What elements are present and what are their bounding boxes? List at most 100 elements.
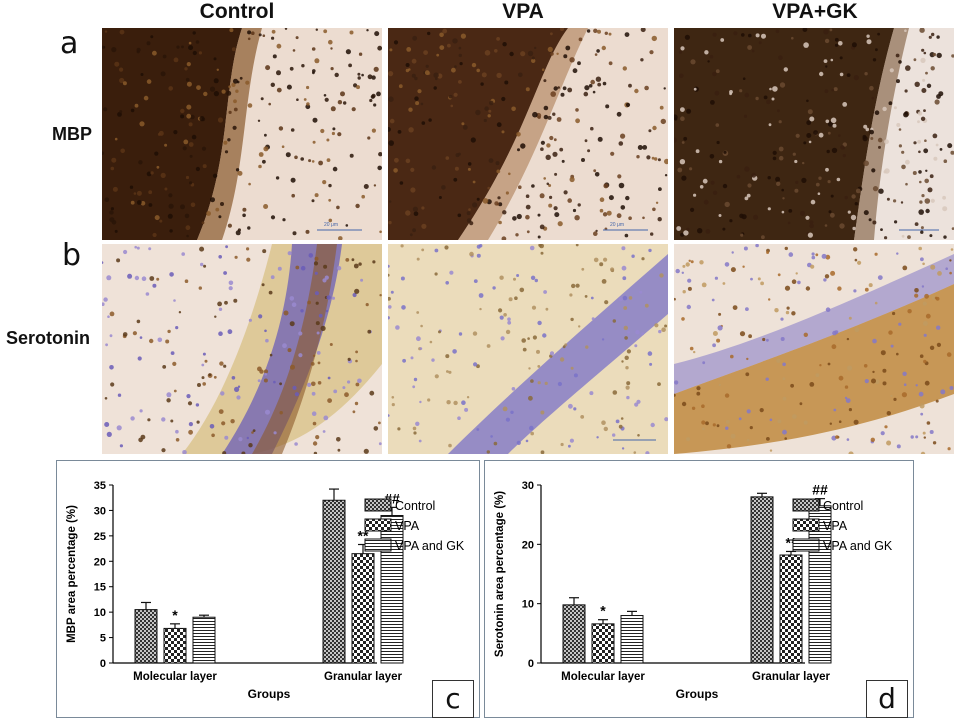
cell-dot: [784, 285, 791, 291]
cell-dot: [398, 84, 403, 89]
cell-dot: [502, 210, 507, 215]
cell-dot: [886, 197, 890, 201]
cell-dot: [217, 117, 224, 123]
cell-dot: [563, 190, 568, 195]
cell-dot: [480, 82, 484, 86]
cell-dot: [883, 170, 887, 174]
cell-dot: [893, 199, 897, 203]
cell-dot: [210, 197, 215, 203]
cell-dot: [213, 91, 219, 97]
cell-dot: [921, 285, 925, 288]
cell-dot: [825, 119, 830, 124]
cell-dot: [777, 273, 781, 277]
cell-dot: [457, 213, 462, 218]
cell-dot: [622, 295, 628, 301]
cell-dot: [716, 424, 720, 428]
cell-dot: [848, 316, 852, 320]
cell-dot: [709, 154, 715, 159]
cell-dot: [767, 207, 771, 211]
cell-dot: [934, 296, 938, 300]
cell-dot: [878, 188, 884, 194]
cell-dot: [138, 437, 143, 443]
cell-dot: [218, 409, 224, 414]
cell-dot: [795, 272, 798, 275]
cell-dot: [750, 277, 753, 281]
cell-dot: [305, 104, 311, 110]
cell-dot: [888, 101, 893, 106]
cell-dot: [592, 90, 596, 94]
cell-dot: [557, 221, 563, 227]
cell-dot: [314, 256, 319, 261]
cell-dot: [388, 316, 390, 320]
cell-dot: [332, 166, 338, 172]
cell-dot: [560, 92, 565, 97]
cell-dot: [258, 164, 262, 169]
cell-dot: [315, 435, 320, 440]
cell-dot: [236, 395, 241, 400]
cell-dot: [284, 28, 288, 30]
cell-dot: [305, 229, 310, 234]
cell-dot: [686, 304, 691, 310]
cell-dot: [926, 83, 932, 88]
cell-dot: [641, 332, 645, 336]
cell-dot: [295, 36, 299, 40]
cell-dot: [699, 185, 704, 189]
cell-dot: [314, 271, 318, 275]
cell-dot: [448, 370, 452, 374]
cell-dot: [476, 364, 480, 369]
cell-dot: [337, 448, 341, 452]
cell-dot: [136, 246, 140, 250]
cell-dot: [117, 393, 122, 397]
cell-dot: [927, 187, 933, 193]
cell-dot: [130, 416, 135, 421]
cell-dot: [593, 169, 597, 173]
cell-dot: [778, 55, 783, 60]
cell-dot: [173, 130, 178, 135]
cell-dot: [327, 376, 331, 380]
cell-dot: [270, 82, 275, 87]
cell-dot: [295, 265, 300, 270]
cell-dot: [328, 39, 333, 45]
cell-dot: [537, 213, 541, 217]
cell-dot: [591, 317, 595, 321]
cell-dot: [794, 159, 798, 164]
cell-dot: [223, 364, 227, 368]
cell-dot: [886, 411, 891, 416]
cell-dot: [428, 118, 432, 122]
cell-dot: [545, 307, 549, 311]
cell-dot: [620, 417, 624, 420]
cell-dot: [110, 382, 115, 387]
cell-dot: [224, 435, 229, 440]
cell-dot: [902, 265, 908, 271]
cell-dot: [371, 93, 376, 98]
cell-dot: [605, 104, 610, 109]
cell-dot: [494, 49, 498, 53]
cell-dot: [943, 159, 948, 163]
cell-dot: [918, 150, 921, 154]
cell-dot: [553, 86, 558, 91]
cell-dot: [116, 258, 121, 263]
cell-dot: [631, 254, 635, 258]
cell-dot: [683, 136, 688, 141]
cell-dot: [490, 435, 493, 438]
cell-dot: [902, 371, 907, 376]
cell-dot: [778, 146, 784, 152]
cell-dot: [201, 221, 205, 225]
cell-dot: [199, 246, 205, 252]
cell-dot: [218, 307, 223, 311]
cell-dot: [936, 52, 942, 59]
cell-dot: [460, 33, 466, 39]
cell-dot: [122, 81, 127, 86]
cell-dot: [593, 28, 598, 33]
cell-dot: [229, 28, 234, 33]
chart-mbp-area: 0 5 10 15 20 25 30 35 MBP area percentage (%) * Mo…: [66, 480, 465, 701]
cell-dot: [405, 68, 410, 73]
cell-dot: [336, 266, 342, 271]
cell-dot: [488, 158, 494, 164]
cell-dot: [208, 373, 212, 377]
cell-dot: [446, 370, 449, 373]
y-axis-label: MBP area percentage (%): [66, 505, 78, 643]
cell-dot: [806, 133, 812, 138]
cell-dot: [141, 276, 147, 281]
cell-dot: [425, 64, 429, 68]
